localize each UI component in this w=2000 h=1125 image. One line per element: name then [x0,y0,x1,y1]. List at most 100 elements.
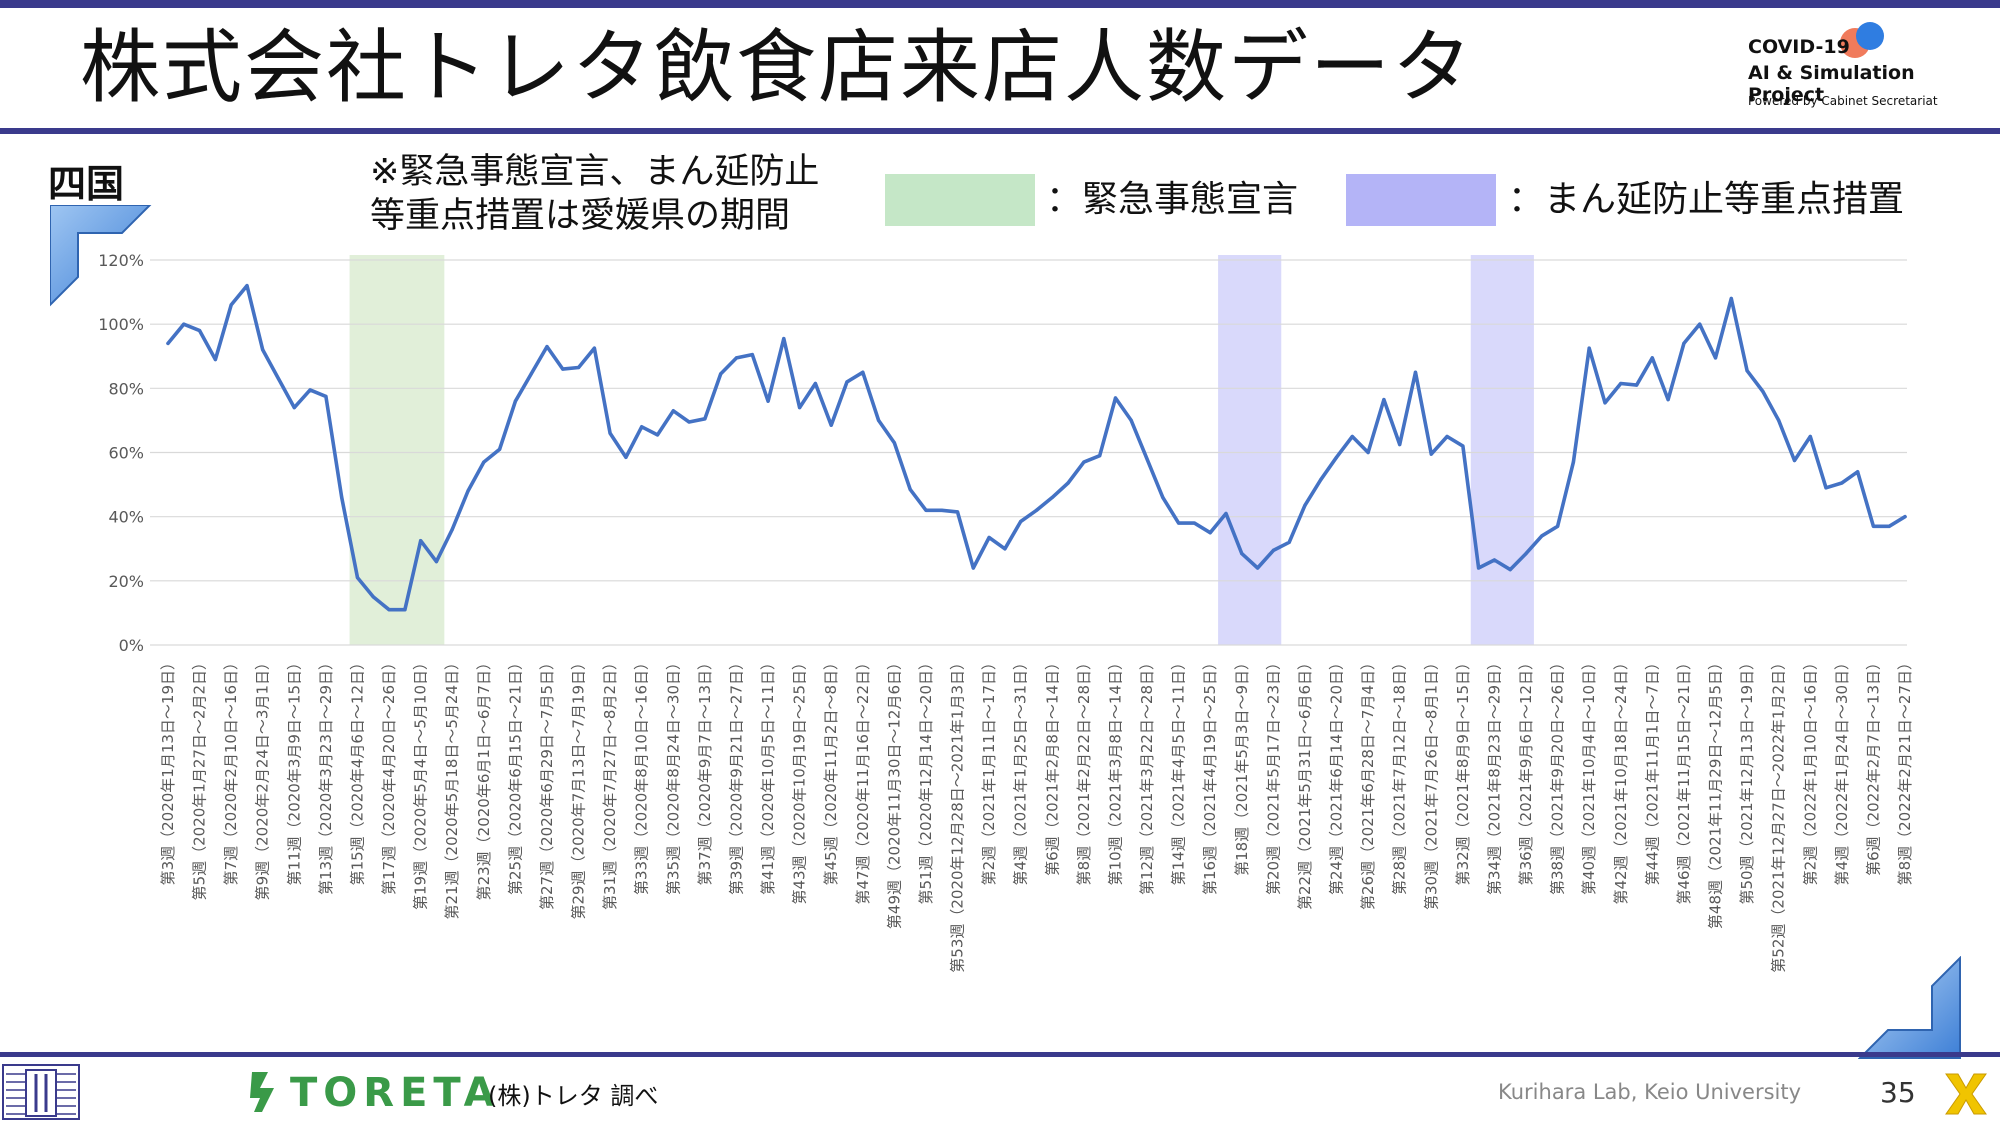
corner-deco-top-left-icon [50,205,152,307]
x-tick-label: 第49週（2020年11月30日～12月6日） [885,655,903,929]
data-point [1461,444,1465,448]
data-point [703,417,707,421]
data-point [1050,495,1054,500]
x-tick-label: 第31週（2020年7月27日～8月2日） [601,655,619,910]
x-tick-label: 第22週（2021年5月31日～6月6日） [1296,655,1314,910]
data-point [213,357,217,362]
data-point [1303,503,1307,508]
x-tick-label: 第16週（2021年4月19日～25日） [1201,655,1219,895]
data-point [1871,524,1876,528]
x-tick-label: 第9週（2020年2月24日～3月1日） [254,655,272,900]
data-point [1587,346,1591,350]
data-point [182,322,186,326]
x-tick-label: 第39週（2020年9月21日～27日） [727,655,745,895]
x-tick-label: 第7週（2020年2月10日～16日） [222,655,240,885]
data-point [1413,370,1418,374]
y-tick-label: 0% [119,636,144,655]
data-point [1334,455,1339,459]
keio-lab-logo-icon [2,1064,80,1120]
x-tick-label: 第10週（2021年3月8日～14日） [1106,655,1124,885]
data-point [1177,521,1181,525]
data-point [1682,341,1686,346]
data-point [1129,418,1133,423]
data-source: (株)トレタ 調べ [488,1082,659,1110]
data-point [292,405,296,410]
data-point [1287,540,1291,544]
data-point [987,535,991,540]
data-point [450,527,454,532]
data-point [1366,450,1370,455]
data-point [1745,369,1749,373]
data-point [1066,481,1070,485]
data-point [513,399,518,403]
x-tick-label: 第34週（2021年8月23日～29日） [1485,655,1503,895]
x-tick-label: 第41週（2020年10月5日～11日） [759,655,777,895]
y-tick-label: 40% [108,508,144,527]
data-point [1319,478,1323,482]
data-point [687,420,691,424]
data-point [750,353,754,357]
data-point [482,460,486,464]
y-tick-label: 60% [108,444,144,463]
legend-label-semi-emergency: ：まん延防止等重点措置 [1508,179,1905,220]
data-point [955,510,960,514]
x-mark-logo-icon [1945,1073,1987,1115]
logo-line2: AI & Simulation Project [1748,62,1915,106]
x-tick-label: 第32週（2021年8月9日～15日） [1454,655,1472,885]
x-tick-label: 第47週（2020年11月16日～22日） [854,655,872,905]
top-accent-bar [0,0,2000,8]
data-point [308,388,312,392]
x-tick-label: 第12週（2021年3月22日～28日） [1138,655,1156,895]
data-point [940,508,944,512]
data-point [197,328,202,333]
data-point [387,608,391,612]
region-label: 四国 [48,162,125,206]
data-point [1524,551,1528,556]
data-point [1019,519,1023,524]
x-tick-label: 第11週（2020年3月9日～15日） [285,655,303,885]
data-point [1271,548,1275,552]
x-tick-label: 第20週（2021年5月17日～23日） [1264,655,1282,895]
x-tick-label: 第15週（2020年4月6日～12日） [348,655,366,885]
x-tick-label: 第37週（2020年9月7日～13日） [696,655,714,885]
data-point [1492,558,1497,562]
x-tick-label: 第18週（2021年5月3日～9日） [1233,655,1251,876]
y-tick-label: 80% [108,379,144,398]
period-bands [349,255,1534,645]
data-point [1571,460,1575,464]
x-tick-label: 第8週（2021年2月22日～28日） [1075,655,1093,885]
x-tick-label: 第50週（2021年12月13日～19日） [1738,655,1756,905]
data-point [671,409,675,413]
x-tick-label: 第36週（2021年9月6日～12日） [1517,655,1535,885]
footer-divider [0,1052,2000,1057]
x-tick-label: 第21週（2020年5月18日～5月24日） [443,655,461,920]
data-point [766,399,770,403]
data-point [1477,566,1481,570]
data-point [592,346,596,350]
x-tick-label: 第27週（2020年6月29日～7月5日） [538,655,556,910]
data-point [324,394,328,398]
x-tick-label: 第2週（2021年1月11日～17日） [980,655,998,885]
logo-line1: COVID-19 [1748,36,1850,58]
data-point [876,418,881,423]
x-tick-label: 第19週（2020年5月4日～5月10日） [412,655,430,910]
x-tick-label: 第29週（2020年7月13日～7月19日） [570,655,588,920]
data-point [1224,511,1228,516]
data-point [1650,356,1654,360]
data-point [403,608,407,612]
x-tick-label: 第3週（2020年1月13日～19日） [159,655,177,885]
data-point [1382,397,1386,402]
x-tick-label: 第24週（2021年6月14日～20日） [1328,655,1346,895]
data-point [576,365,581,370]
chart-gridlines [150,259,1907,646]
page-number: 35 [1880,1076,1916,1109]
data-point [1713,356,1718,360]
y-tick-label: 20% [108,572,144,591]
x-tick-label: 第38週（2021年9月20日～26日） [1549,655,1567,895]
lab-credit: Kurihara Lab, Keio University [1498,1080,1802,1104]
x-tick-label: 第5週（2020年1月27日～2月2日） [191,655,209,900]
x-tick-label: 第4週（2022年1月24日～30日） [1833,655,1851,885]
y-tick-label: 100% [98,315,144,334]
data-point [229,303,233,307]
data-point [813,381,818,386]
